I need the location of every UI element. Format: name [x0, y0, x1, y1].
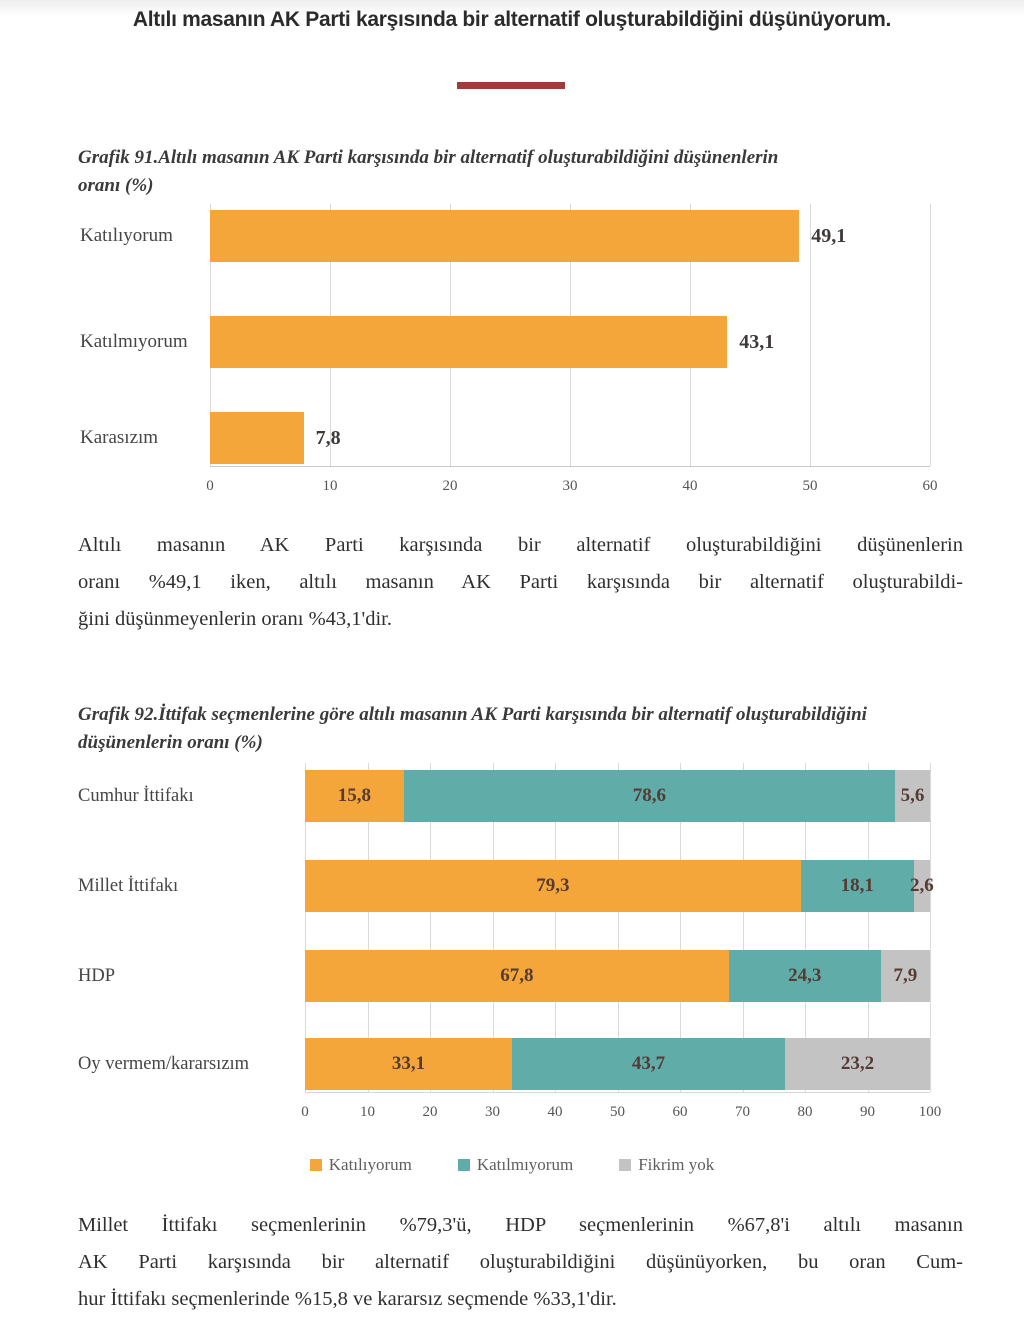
legend-label: Katılıyorum — [328, 1155, 412, 1174]
gridline — [367, 763, 369, 1092]
x-axis-tick-label: 90 — [860, 1104, 875, 1120]
x-axis-tick-label: 0 — [206, 478, 214, 494]
gridline — [555, 763, 556, 1092]
bar-segment-fikrim-yok: 2,6 — [910, 860, 934, 912]
stacked-bar-row: 79,3 18,1 2,6 — [305, 860, 934, 912]
gridline — [430, 763, 431, 1092]
gridline — [305, 763, 306, 1092]
stacked-bar-row: 33,1 43,7 23,2 — [305, 1038, 930, 1090]
category-label: Karasızım — [80, 427, 159, 448]
x-axis-tick-label: 20 — [442, 478, 458, 494]
x-axis-tick-label: 30 — [562, 478, 578, 494]
segment-value-label: 43,7 — [631, 1053, 666, 1074]
legend-item: Katılıyorum — [309, 1155, 412, 1175]
chart1-bar-chart: 49,1 43,1 7,8 Katılıyorum Katılmıyorum Karası… — [78, 204, 938, 504]
segment-value-label: 67,8 — [500, 965, 534, 986]
title-divider — [457, 82, 565, 89]
segment-value-label: 18,1 — [840, 875, 874, 896]
bar-value-label: 7,8 — [315, 427, 341, 449]
bar-value-label: 49,1 — [811, 225, 847, 247]
gridline — [930, 204, 931, 466]
legend-item: Katılmıyorum — [457, 1155, 574, 1175]
x-axis-tick-label: 100 — [918, 1104, 942, 1120]
bar-segment-kat-l-yorum: 67,8 — [305, 950, 729, 1002]
x-axis-tick-label: 60 — [922, 478, 938, 494]
paragraph-line: AK Parti karşısında bir alternatif oluşt… — [78, 1251, 963, 1273]
legend-marker-kat-l-yorum — [309, 1159, 322, 1171]
legend-label: Fikrim yok — [638, 1155, 715, 1174]
category-label: Oy vermem/kararsızım — [78, 1054, 250, 1074]
bar-segment-kat-lm-yorum: 43,7 — [511, 1038, 785, 1090]
bar-segment-fikrim-yok: 7,9 — [880, 950, 930, 1002]
bar — [210, 412, 304, 464]
x-axis-tick-label: 60 — [672, 1104, 688, 1120]
gridline — [805, 763, 806, 1092]
bar-segment-kat-lm-yorum: 24,3 — [728, 950, 881, 1002]
paragraph-2: Millet İttifakı seçmenlerinin %79,3'ü, H… — [78, 1207, 963, 1318]
bar — [210, 316, 728, 368]
gridline — [930, 763, 931, 1092]
legend-marker-fikrim-yok — [619, 1159, 632, 1171]
category-label: Katılmıyorum — [80, 331, 188, 352]
paragraph-line: Millet İttifakı seçmenlerinin %79,3'ü, H… — [78, 1214, 963, 1236]
segment-value-label: 23,2 — [840, 1053, 875, 1074]
page-title: Altılı masanın AK Parti karşısında bir a… — [132, 8, 892, 31]
x-axis-tick-label: 20 — [422, 1104, 438, 1120]
segment-value-label: 33,1 — [391, 1053, 426, 1074]
segment-value-label: 15,8 — [337, 785, 371, 806]
bar-segment-kat-l-yorum: 15,8 — [305, 770, 404, 822]
legend-marker-kat-lm-yorum — [457, 1159, 470, 1171]
bar — [210, 210, 800, 262]
stacked-bar-row: 67,8 24,3 7,9 — [305, 950, 930, 1002]
chart1-plot-area: 49,1 43,1 7,8 — [210, 204, 931, 467]
legend-label: Katılmıyorum — [476, 1155, 574, 1174]
x-axis-tick-label: 40 — [547, 1104, 563, 1120]
segment-value-label: 78,6 — [632, 785, 666, 806]
legend-item: Fikrim yok — [619, 1155, 714, 1175]
chart1-caption: Grafik 91.Altılı masanın AK Parti karşıs… — [78, 147, 779, 196]
x-axis-tick-label: 50 — [610, 1104, 625, 1120]
gridline — [492, 763, 494, 1092]
chart2-legend: Katılıyorum Katılmıyorum Fikrim yok — [0, 1155, 1024, 1175]
x-axis-tick-label: 0 — [301, 1104, 309, 1120]
x-axis-tick-label: 70 — [735, 1104, 750, 1120]
x-axis-tick-label: 80 — [797, 1104, 813, 1120]
bar-value-label: 43,1 — [739, 331, 775, 353]
gridline — [867, 763, 869, 1092]
paragraph-line: ğini düşünmeyenlerin oranı %43,1'dir. — [78, 608, 392, 630]
bar-segment-fikrim-yok: 23,2 — [785, 1038, 930, 1090]
bar-segment-kat-lm-yorum: 18,1 — [800, 860, 914, 912]
chart2-plot-area: 15,8 78,6 5,6 79,3 18,1 2,6 67,8 24,3 7,9 33,1 43,… — [305, 763, 934, 1093]
x-axis-tick-label: 30 — [485, 1104, 500, 1120]
bar-segment-kat-l-yorum: 33,1 — [305, 1038, 512, 1090]
segment-value-label: 24,3 — [788, 965, 822, 986]
category-label: Cumhur İttifakı — [78, 786, 194, 806]
bar-segment-fikrim-yok: 5,6 — [895, 770, 930, 822]
gridline — [810, 204, 811, 466]
category-label: Katılıyorum — [80, 225, 173, 246]
gridline — [680, 763, 681, 1092]
x-axis-tick-label: 50 — [802, 478, 818, 494]
paragraph-line: Altılı masanın AK Parti karşısında bir a… — [78, 534, 963, 556]
gridline — [617, 763, 619, 1092]
segment-value-label: 7,9 — [893, 965, 918, 986]
paragraph-line: hur İttifakı seçmenlerinde %15,8 ve kara… — [78, 1288, 617, 1310]
segment-value-label: 79,3 — [536, 875, 570, 896]
stacked-bar-row: 15,8 78,6 5,6 — [305, 770, 930, 822]
x-axis-tick-label: 40 — [682, 478, 698, 494]
paragraph-line: oranı %49,1 iken, altılı masanın AK Part… — [78, 571, 963, 593]
bar-segment-kat-l-yorum: 79,3 — [305, 860, 801, 912]
segment-value-label: 2,6 — [910, 875, 934, 896]
paragraph-1: Altılı masanın AK Parti karşısında bir a… — [78, 527, 963, 638]
segment-value-label: 5,6 — [900, 785, 925, 806]
gridline — [742, 763, 744, 1092]
x-axis-tick-label: 10 — [360, 1104, 375, 1120]
chart2-caption: Grafik 92.İttifak seçmenlerine göre altı… — [78, 704, 867, 753]
chart2-stacked-bar-chart: 15,8 78,6 5,6 79,3 18,1 2,6 67,8 24,3 7,9 33,1 43,… — [78, 763, 941, 1128]
category-label: Millet İttifakı — [78, 876, 179, 896]
x-axis-tick-label: 10 — [322, 478, 338, 494]
bar-segment-kat-lm-yorum: 78,6 — [403, 770, 895, 822]
category-label: HDP — [78, 966, 116, 986]
